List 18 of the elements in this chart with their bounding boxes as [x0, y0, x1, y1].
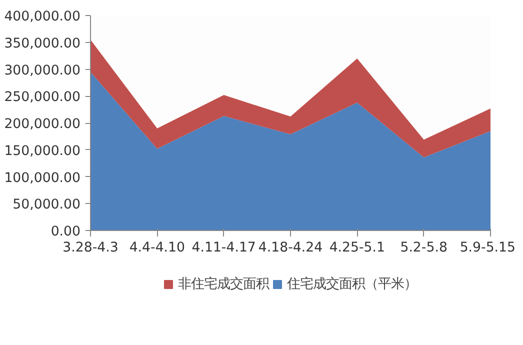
- x-tick-label: 5.2-5.8: [400, 240, 448, 256]
- x-tick-label: 3.28-4.3: [62, 240, 118, 256]
- x-tick-label: 4.25-5.1: [329, 240, 386, 256]
- y-tick-label: 300,000.00: [4, 63, 80, 78]
- y-tick-label: 150,000.00: [4, 144, 80, 159]
- x-tick-label: 5.9-5.15: [460, 240, 516, 256]
- x-tick-label: 4.4-4.10: [129, 240, 186, 256]
- legend-label: 非住宅成交面积: [178, 276, 269, 293]
- y-tick-label: 100,000.00: [4, 170, 80, 186]
- y-tick-label: 0.00: [50, 224, 81, 240]
- y-tick-label: 200,000.00: [4, 117, 80, 132]
- legend-label: 住宅成交面积（平米）: [287, 276, 417, 293]
- x-tick-label: 4.11-4.17: [192, 240, 256, 256]
- y-tick-label: 350,000.00: [4, 36, 80, 52]
- x-tick-label: 4.18-4.24: [258, 240, 323, 256]
- y-tick-label: 400,000.00: [4, 10, 80, 24]
- y-tick-label: 250,000.00: [4, 90, 80, 106]
- y-tick-label: 50,000.00: [12, 198, 81, 213]
